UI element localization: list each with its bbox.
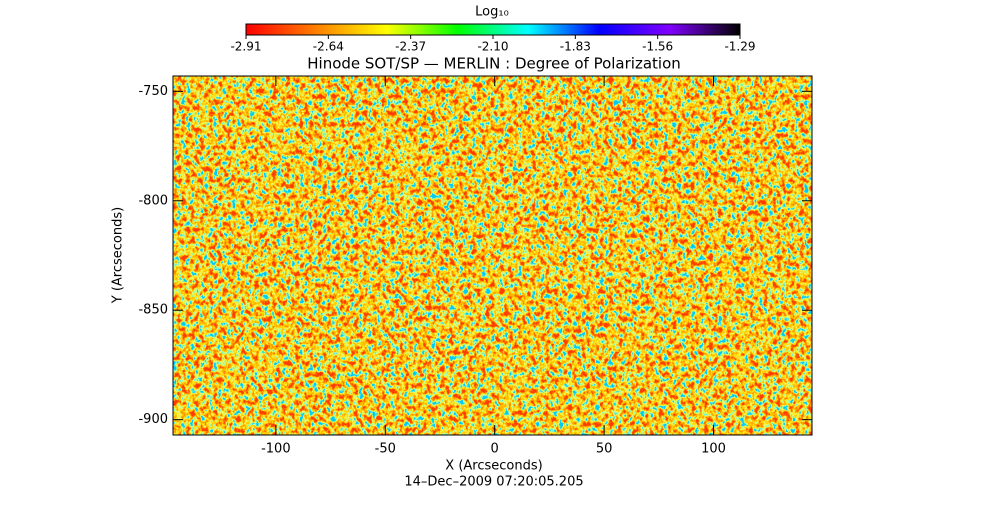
colorbar-tick-label: -1.83 [560,40,591,54]
date-label: 14–Dec–2009 07:20:05.205 [404,475,583,490]
x-tick-label: -50 [375,442,396,457]
polarization-map [173,76,812,435]
x-axis-label: X (Arcseconds) [445,459,542,474]
y-tick-label: -900 [138,412,168,427]
x-tick-label: 0 [491,442,499,457]
colorbar-tick-label: -1.29 [724,40,755,54]
colorbar-tick-label: -2.91 [230,40,261,54]
y-axis-label: Y (Arcseconds) [111,207,126,304]
x-tick-label: -100 [261,442,291,457]
y-tick-label: -750 [138,84,168,99]
colorbar-tick-label: -1.56 [642,40,673,54]
plot-frame [172,75,813,436]
colorbar [245,23,741,36]
colorbar-tick-label: -2.64 [313,40,344,54]
colorbar-tick-label: -2.10 [477,40,508,54]
chart-title: Hinode SOT/SP — MERLIN : Degree of Polar… [307,55,681,73]
colorbar-label: Log₁₀ [475,5,509,20]
colorbar-tick-label: -2.37 [395,40,426,54]
y-tick-label: -850 [138,303,168,318]
x-tick-label: 50 [596,442,613,457]
x-tick-label: 100 [701,442,726,457]
y-tick-label: -800 [138,193,168,208]
